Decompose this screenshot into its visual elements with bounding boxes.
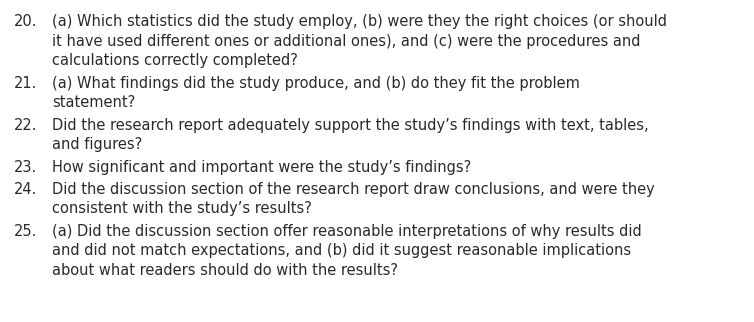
Text: 25.: 25.: [14, 224, 38, 239]
Text: 23.: 23.: [14, 159, 37, 175]
Text: How significant and important were the study’s findings?: How significant and important were the s…: [52, 159, 471, 175]
Text: Did the discussion section of the research report draw conclusions, and were the: Did the discussion section of the resear…: [52, 182, 654, 197]
Text: and did not match expectations, and (b) did it suggest reasonable implications: and did not match expectations, and (b) …: [52, 243, 631, 259]
Text: 24.: 24.: [14, 182, 38, 197]
Text: statement?: statement?: [52, 95, 135, 110]
Text: 21.: 21.: [14, 75, 38, 90]
Text: (a) What findings did the study produce, and (b) do they fit the problem: (a) What findings did the study produce,…: [52, 75, 580, 90]
Text: 22.: 22.: [14, 118, 38, 132]
Text: (a) Did the discussion section offer reasonable interpretations of why results d: (a) Did the discussion section offer rea…: [52, 224, 642, 239]
Text: calculations correctly completed?: calculations correctly completed?: [52, 53, 298, 68]
Text: (a) Which statistics did the study employ, (b) were they the right choices (or s: (a) Which statistics did the study emplo…: [52, 14, 667, 29]
Text: Did the research report adequately support the study’s findings with text, table: Did the research report adequately suppo…: [52, 118, 648, 132]
Text: and figures?: and figures?: [52, 137, 143, 152]
Text: about what readers should do with the results?: about what readers should do with the re…: [52, 263, 398, 278]
Text: it have used different ones or additional ones), and (c) were the procedures and: it have used different ones or additiona…: [52, 33, 640, 49]
Text: 20.: 20.: [14, 14, 38, 29]
Text: consistent with the study’s results?: consistent with the study’s results?: [52, 202, 312, 216]
